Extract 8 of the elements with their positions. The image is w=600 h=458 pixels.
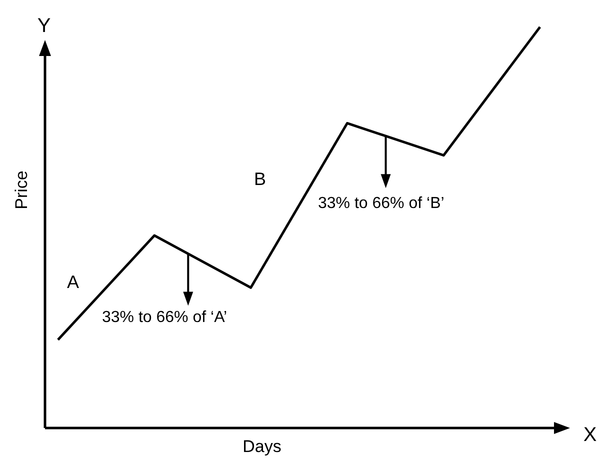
annotation: Y: [37, 15, 51, 37]
annotation: 33% to 66% of ‘A’: [102, 309, 228, 326]
text: X: [583, 424, 597, 446]
annotation: B: [254, 169, 266, 189]
annotation: 33% to 66% of ‘B’: [318, 195, 444, 212]
x-axis-title: Days: [242, 437, 282, 456]
y-axis-title: Price: [12, 170, 31, 210]
annotation: A: [66, 272, 80, 292]
